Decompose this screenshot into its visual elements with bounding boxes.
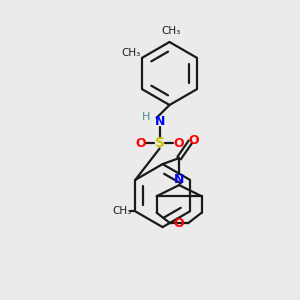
Text: CH₃: CH₃ bbox=[121, 48, 140, 58]
Text: O: O bbox=[174, 217, 184, 230]
Text: N: N bbox=[174, 173, 184, 186]
Text: CH₃: CH₃ bbox=[112, 206, 131, 216]
Text: H: H bbox=[142, 112, 151, 122]
Text: S: S bbox=[154, 136, 165, 150]
Text: CH₃: CH₃ bbox=[161, 26, 181, 36]
Text: N: N bbox=[154, 115, 165, 128]
Text: O: O bbox=[136, 136, 146, 150]
Text: O: O bbox=[189, 134, 200, 148]
Text: O: O bbox=[173, 136, 184, 150]
